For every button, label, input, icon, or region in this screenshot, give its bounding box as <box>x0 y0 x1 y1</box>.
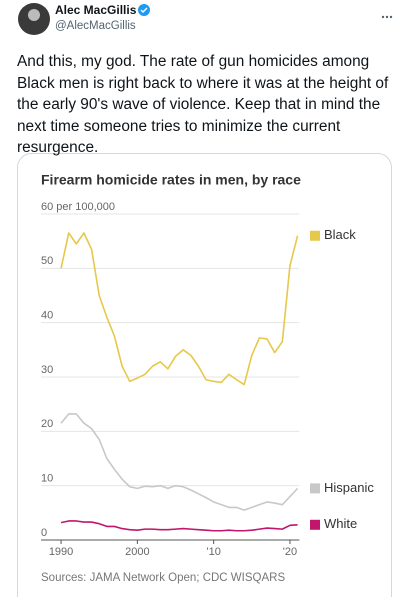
author-handle[interactable]: @AlecMacGillis <box>55 20 136 32</box>
legend-label: White <box>324 516 357 531</box>
legend-swatch <box>310 483 320 494</box>
y-tick-label: 50 <box>41 255 53 267</box>
legend-label: Hispanic <box>324 480 374 495</box>
series-line <box>60 232 299 386</box>
verified-check <box>140 7 148 14</box>
menu-dot[interactable] <box>381 15 385 19</box>
avatar-face <box>28 9 40 21</box>
series-line <box>60 520 298 532</box>
y-tick-label: 0 <box>41 527 47 539</box>
x-tick-label: 2000 <box>125 546 149 558</box>
author-name[interactable]: Alec MacGillis <box>55 3 137 17</box>
legend-label: Black <box>324 227 356 242</box>
chart-source: Sources: JAMA Network Open; CDC WISQARS <box>41 572 285 584</box>
series-line <box>60 413 299 511</box>
y-tick-label: 40 <box>41 310 53 322</box>
legend-swatch <box>310 230 320 241</box>
y-tick-label: 10 <box>41 473 53 485</box>
menu-dot[interactable] <box>389 15 393 19</box>
x-tick-label: '10 <box>206 546 220 558</box>
menu-dot[interactable] <box>385 15 389 19</box>
chart-title: Firearm homicide rates in men, by race <box>41 172 301 188</box>
legend-swatch <box>310 519 320 530</box>
x-tick-label: '20 <box>283 546 297 558</box>
x-tick-label: 1990 <box>49 546 73 558</box>
y-tick-label: 20 <box>41 418 53 430</box>
tweet-text: And this, my god. The rate of gun homici… <box>17 53 389 156</box>
y-tick-label: 60 per 100,000 <box>41 201 115 213</box>
y-tick-label: 30 <box>41 364 53 376</box>
